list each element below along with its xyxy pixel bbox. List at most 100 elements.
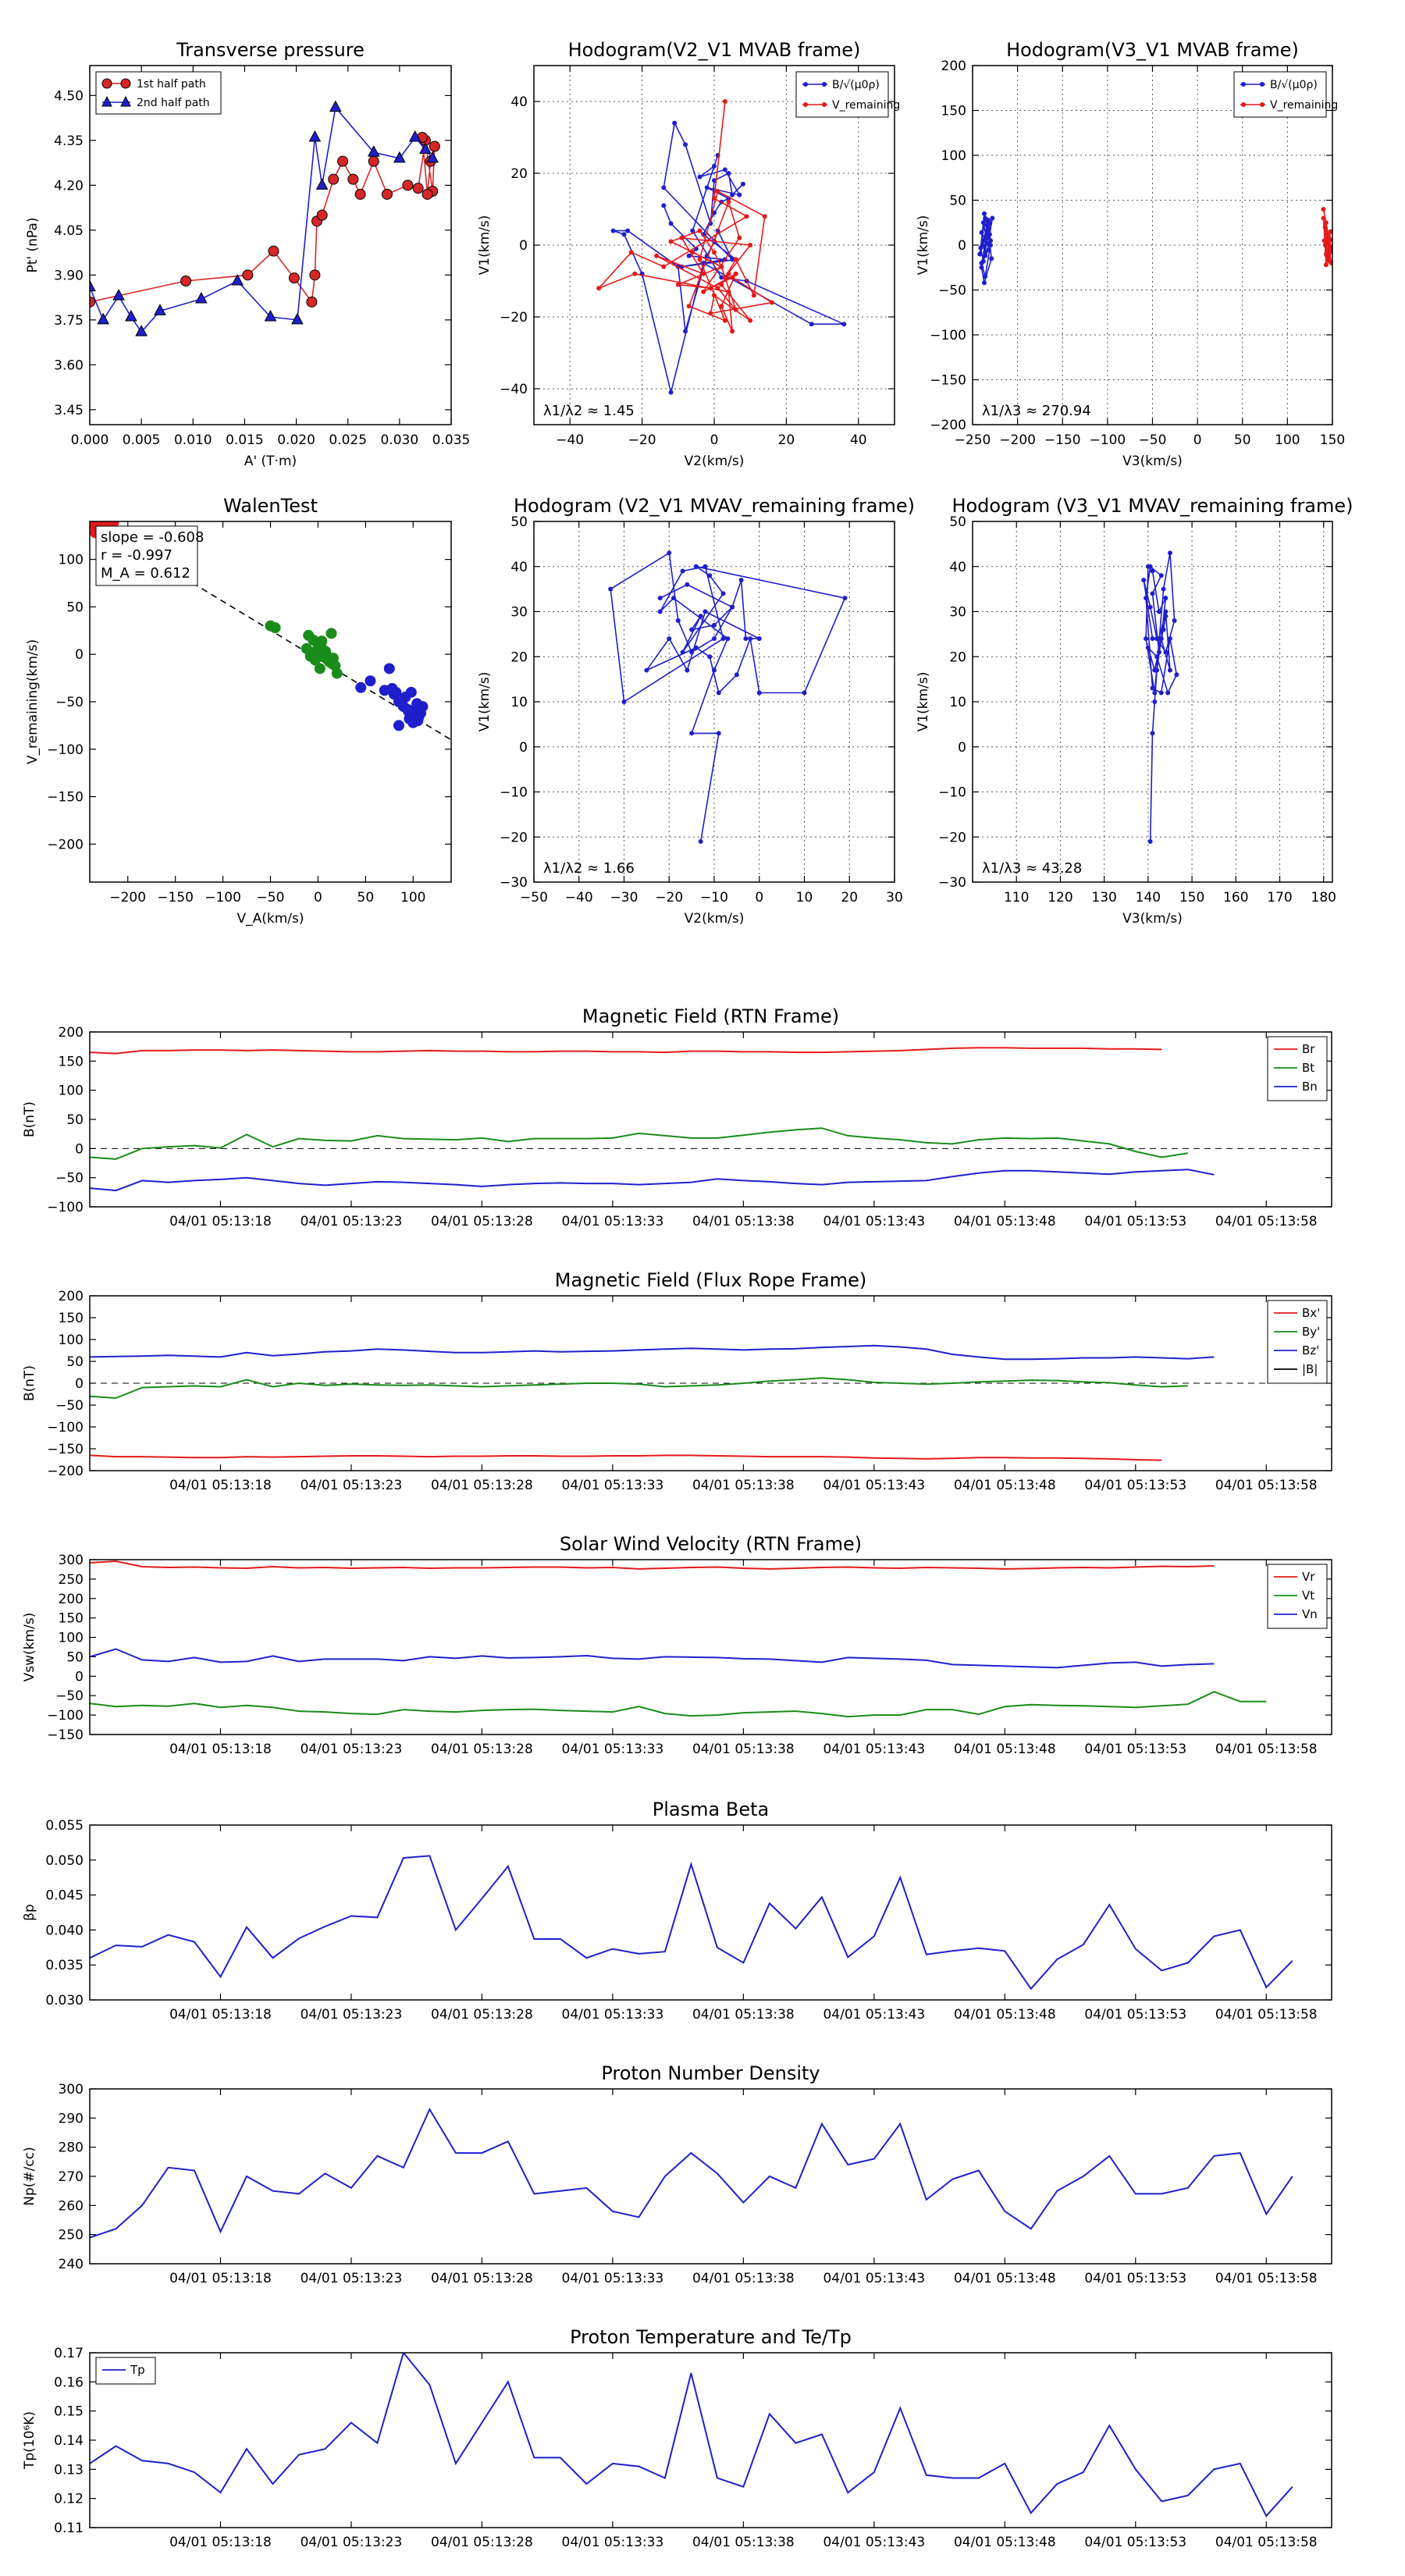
point-dot [981, 211, 987, 216]
y-tick-label: 0.17 [54, 2346, 84, 2361]
point-dot [697, 174, 702, 180]
legend-box [95, 71, 222, 115]
point-circle [328, 173, 340, 185]
stats-line: slope = -0.608 [101, 529, 204, 546]
x-tick-label: 0.035 [432, 432, 471, 448]
data-hodo_mvav_v2v1 [608, 550, 848, 845]
legend-marker [101, 78, 112, 89]
data-hodo_mvab_v3v1 [977, 207, 1332, 286]
point-dot [657, 609, 663, 614]
x-tick-label: 04/01 05:13:28 [431, 2007, 533, 2023]
point-dot [712, 196, 717, 201]
y-tick-label: 280 [59, 2140, 84, 2156]
y-tick-label: −30 [938, 875, 966, 891]
x-tick-label: 04/01 05:13:33 [562, 1742, 664, 1757]
point-dot [725, 636, 731, 642]
point-dot [980, 258, 986, 264]
x-tick-label: 04/01 05:13:23 [301, 1214, 403, 1229]
point [314, 663, 325, 674]
point-dot [1150, 591, 1155, 596]
x-tick-label: 50 [1234, 432, 1251, 448]
x-tick-label: 0.025 [329, 432, 367, 448]
y-tick-label: 250 [59, 1572, 84, 1588]
y-tick-label: 3.60 [54, 358, 84, 373]
axes-frame [972, 521, 1333, 883]
point-dot [1156, 649, 1161, 655]
x-tick-label: 04/01 05:13:28 [431, 2271, 533, 2286]
point [309, 654, 321, 666]
point-dot [1328, 237, 1332, 243]
point-dot [1158, 636, 1164, 642]
point-dot [661, 203, 667, 208]
y-tick-label: 0 [75, 1669, 84, 1685]
y-tick-label: 150 [59, 1054, 84, 1069]
point-dot [1147, 839, 1153, 845]
point-triangle [315, 178, 329, 190]
stats-line: r = -0.997 [101, 547, 173, 564]
y-tick-label: 0.040 [45, 1923, 84, 1938]
x-tick-label: −150 [1044, 432, 1081, 448]
point-dot [712, 636, 717, 642]
x-tick-label: 04/01 05:13:33 [562, 2271, 664, 2286]
x-tick-label: 0 [710, 432, 719, 448]
series-line-By' [90, 1377, 1188, 1400]
legend-label: Bz' [1302, 1343, 1319, 1357]
y-tick-label: 0 [519, 740, 528, 756]
legend-label: V_remaining [1270, 99, 1338, 112]
axes-frame [89, 1295, 1332, 1471]
eigen-ratio-annotation: λ1/λ2 ≈ 1.66 [543, 860, 635, 877]
point-dot [667, 550, 672, 556]
point-circle [242, 269, 254, 281]
point-circle [422, 188, 433, 200]
x-tick-label: −40 [556, 432, 584, 448]
x-tick-label: 30 [886, 890, 903, 906]
point-dot [983, 274, 988, 279]
point-dot [737, 192, 742, 197]
x-tick-label: −50 [257, 890, 285, 906]
y-tick-label: 30 [510, 605, 528, 621]
x-tick-label: 170 [1267, 890, 1292, 906]
point-dot [730, 329, 735, 334]
y-tick-label: −200 [47, 837, 84, 852]
x-tick-label: −250 [955, 432, 991, 448]
point-dot [978, 245, 984, 251]
legend-marker [803, 82, 808, 87]
y-tick-label: −30 [500, 875, 528, 891]
x-tick-label: 04/01 05:13:48 [954, 2007, 1056, 2023]
point-circle [268, 245, 279, 257]
point-dot [730, 275, 735, 280]
x-tick-label: 04/01 05:13:18 [169, 2007, 272, 2023]
series-line-Bt [90, 1127, 1188, 1160]
legend-label: Bt [1302, 1061, 1314, 1075]
series-line-Vr [90, 1560, 1215, 1570]
point-dot [693, 564, 699, 569]
legend-label: Vr [1302, 1570, 1315, 1584]
point-dot [720, 636, 726, 642]
y-tick-label: −50 [55, 695, 84, 710]
point-dot [608, 586, 614, 592]
point-circle [180, 276, 192, 286]
point-dot [715, 286, 720, 291]
point-dot [1325, 233, 1331, 239]
point-dot [722, 275, 727, 280]
point-dot [1161, 627, 1166, 632]
y-tick-label: −200 [47, 1464, 84, 1479]
point-dot [1174, 672, 1179, 678]
y-tick-label: −50 [55, 1398, 84, 1414]
data-transverse [90, 100, 440, 336]
point-circle [288, 272, 300, 284]
x-tick-label: 04/01 05:13:33 [562, 1478, 664, 1493]
y-tick-label: −40 [500, 382, 528, 397]
y-tick-label: −50 [55, 1688, 84, 1704]
panel-title: Solar Wind Velocity (RTN Frame) [560, 1533, 862, 1555]
y-tick-label: 300 [59, 2082, 84, 2097]
y-tick-label: −50 [55, 1171, 84, 1187]
y-tick-label: 0.050 [45, 1853, 84, 1869]
point-dot [1325, 253, 1330, 258]
point-dot [690, 250, 695, 255]
point-dot [698, 839, 703, 845]
point-dot [702, 564, 708, 569]
point-triangle [329, 100, 342, 112]
